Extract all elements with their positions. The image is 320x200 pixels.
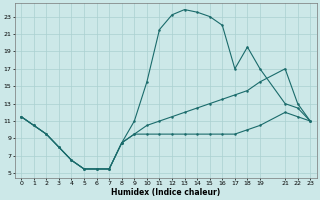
X-axis label: Humidex (Indice chaleur): Humidex (Indice chaleur) [111,188,220,197]
